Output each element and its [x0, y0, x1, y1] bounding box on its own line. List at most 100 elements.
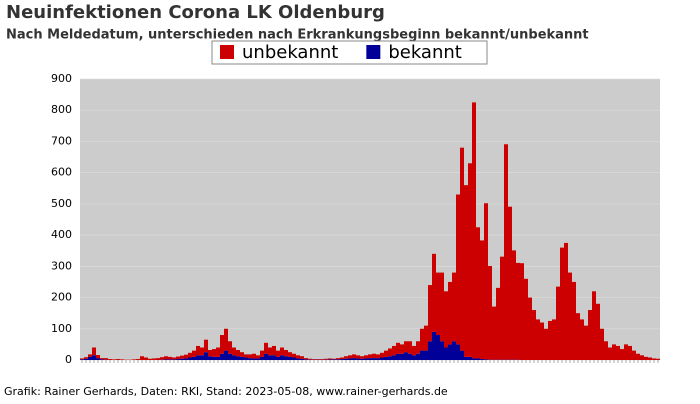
bar — [216, 348, 220, 357]
bar — [404, 341, 408, 352]
bar — [440, 273, 444, 342]
bar — [412, 355, 416, 360]
bar — [440, 341, 444, 360]
bar — [172, 358, 176, 360]
bar — [368, 358, 372, 360]
bar — [460, 148, 464, 351]
bar — [268, 355, 272, 360]
y-tick-label: 200 — [51, 291, 72, 304]
bar — [136, 359, 140, 360]
bar — [288, 357, 292, 360]
bar — [176, 359, 180, 360]
bar — [568, 273, 572, 360]
bar — [232, 348, 236, 356]
bar — [120, 359, 124, 360]
bar — [612, 344, 616, 360]
bar — [400, 354, 404, 360]
bar — [560, 248, 564, 360]
bar — [456, 195, 460, 345]
bar — [356, 358, 360, 360]
bar — [412, 346, 416, 355]
bar — [264, 343, 268, 354]
bar — [400, 344, 404, 353]
bar — [344, 359, 348, 360]
bar — [448, 344, 452, 360]
bar — [472, 102, 476, 358]
bar — [348, 355, 352, 358]
bar — [160, 357, 164, 359]
bar — [552, 319, 556, 360]
bar — [164, 356, 168, 359]
bar — [220, 335, 224, 354]
bar — [600, 329, 604, 360]
bar — [652, 358, 656, 360]
bar — [248, 358, 252, 360]
bar — [336, 359, 340, 360]
legend-label: unbekannt — [242, 42, 338, 63]
bar — [192, 351, 196, 357]
bar — [384, 351, 388, 357]
bar — [392, 355, 396, 360]
bar — [236, 350, 240, 356]
bar — [96, 358, 100, 360]
bar — [292, 358, 296, 360]
bar — [484, 203, 488, 359]
bar — [432, 254, 436, 332]
bar — [244, 354, 248, 357]
bar — [308, 359, 312, 360]
bar — [204, 340, 208, 352]
bar — [260, 351, 264, 357]
bar — [312, 359, 316, 360]
legend-swatch — [220, 45, 234, 59]
bar — [516, 263, 520, 360]
bar — [296, 355, 300, 358]
bar — [640, 355, 644, 360]
bar — [436, 273, 440, 335]
bar — [304, 358, 308, 359]
bar — [504, 144, 508, 359]
bar — [592, 291, 596, 360]
bar — [112, 359, 116, 360]
bar — [260, 357, 264, 360]
bar — [476, 227, 480, 358]
bar — [156, 358, 160, 360]
bar — [144, 358, 148, 360]
bar — [416, 354, 420, 360]
y-tick-label: 600 — [51, 166, 72, 179]
bar — [620, 349, 624, 360]
bar — [576, 313, 580, 360]
bar — [88, 357, 92, 360]
bar — [632, 351, 636, 360]
bar — [396, 343, 400, 354]
bar — [388, 348, 392, 356]
bar — [104, 358, 108, 360]
bar — [372, 354, 376, 358]
bar — [180, 356, 184, 359]
bar — [480, 240, 484, 359]
bar — [488, 266, 492, 360]
bar — [284, 350, 288, 356]
bar — [444, 291, 448, 347]
bar — [492, 307, 496, 360]
footer: Grafik: Rainer Gerhards, Daten: RKI, Sta… — [4, 385, 448, 398]
bar — [300, 359, 304, 360]
bar — [272, 346, 276, 355]
bar — [184, 358, 188, 360]
bar — [180, 359, 184, 360]
bar — [344, 356, 348, 358]
bar — [96, 355, 100, 358]
bar — [284, 356, 288, 360]
bar — [232, 355, 236, 360]
bar — [176, 357, 180, 359]
bar — [220, 354, 224, 360]
bar — [188, 358, 192, 360]
y-tick-label: 900 — [51, 72, 72, 85]
bar — [352, 354, 356, 358]
bar — [196, 346, 200, 355]
bar — [384, 357, 388, 360]
bar — [624, 344, 628, 360]
bar — [420, 351, 424, 360]
bar — [500, 257, 504, 360]
bar — [192, 357, 196, 360]
